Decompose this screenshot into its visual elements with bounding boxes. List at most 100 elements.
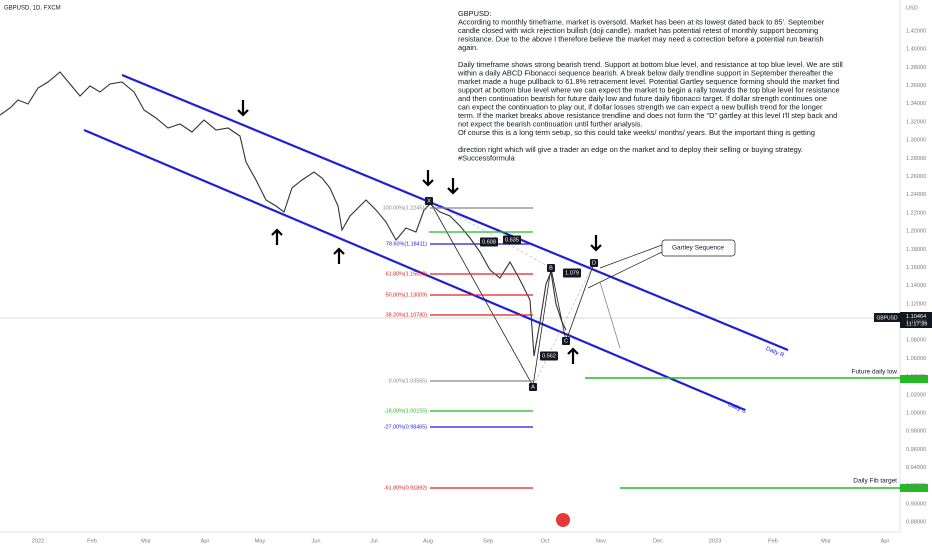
annotation-line: again.	[458, 43, 478, 52]
price-tick-label: 0.92000	[906, 483, 926, 489]
annotation-line: market made a huge pullback to 61.8% ret…	[458, 77, 839, 86]
annotation-line: Of course this is a long term setup, so …	[458, 128, 815, 137]
price-countdown: 11:17:39	[906, 321, 927, 327]
fib-label: 100.00%(1.22451)	[383, 205, 428, 211]
price-tick-label: 0.90000	[906, 501, 926, 507]
time-tick-label: 2023	[709, 538, 721, 544]
ratio-label: 1.079	[565, 270, 579, 276]
target-badge	[900, 375, 928, 383]
arrow-up	[271, 228, 283, 245]
fib-label: 61.80%(1.15038)	[386, 271, 428, 277]
price-tick-label: 1.36000	[906, 83, 926, 89]
price-tick-label: 1.40000	[906, 47, 926, 53]
ratio-badge	[503, 235, 521, 245]
time-tick-label: Feb	[768, 538, 778, 544]
time-tick-label: Feb	[87, 538, 97, 544]
annotation-line: term. If the market breaks above resista…	[458, 111, 837, 120]
annotation-line: within a daily ABCD Fibonacci sequence b…	[457, 68, 833, 77]
fib-label: 78.60%(1.18411)	[386, 241, 427, 247]
fib-label: 38.20%(1.10780)	[386, 312, 428, 318]
pattern-badge	[590, 259, 598, 267]
price-tick-label: 1.22000	[906, 210, 926, 216]
price-tick-label: 1.10000	[906, 320, 926, 326]
time-tick-label: May	[255, 538, 266, 544]
price-tick-label: 1.16000	[906, 265, 926, 271]
currency-label: USD	[906, 5, 918, 11]
pattern-point: D	[592, 260, 596, 266]
price-tick-label: 1.00000	[906, 410, 926, 416]
price-badge	[900, 312, 932, 328]
annotation-line: not expect the bearish continuation unti…	[458, 119, 642, 128]
price-tick-label: 1.06000	[906, 356, 926, 362]
pattern-badge	[425, 197, 433, 205]
callout-line	[599, 244, 663, 269]
pattern-point: C	[564, 338, 568, 344]
price-tick-label: 1.38000	[906, 65, 926, 71]
price-tick-label: 1.18000	[906, 247, 926, 253]
price-tick-label: 1.04000	[906, 374, 926, 380]
pattern-diagonal	[532, 262, 595, 387]
annotation-line: direction right which will give a trader…	[458, 145, 803, 154]
annotation-line: resistance. Due to the above I therefore…	[458, 34, 824, 43]
price-tick-label: 1.30000	[906, 138, 926, 144]
time-tick-label: Jul	[370, 538, 377, 544]
channel-label: Daily S	[727, 402, 747, 415]
time-tick-label: Sep	[483, 538, 493, 544]
target-label: Daily Fib target	[853, 478, 897, 485]
time-tick-label: Aug	[423, 538, 433, 544]
annotation-line: According to monthly timeframe, market i…	[458, 17, 825, 26]
arrow-down	[590, 235, 602, 252]
arrow-down	[447, 178, 459, 195]
callout-label: Gartley Sequence	[672, 245, 724, 252]
annotation-line: and then continuation bearish for future…	[458, 94, 827, 103]
ratio-label: 0.562	[542, 353, 556, 359]
time-tick-label: Jun	[311, 538, 320, 544]
annotation-line: #Successformula	[458, 153, 516, 162]
pattern-point: X	[427, 198, 431, 204]
arrow-down	[237, 100, 249, 117]
pattern-diagonal	[428, 199, 552, 269]
fib-label: -61.80%(0.91892)	[384, 485, 427, 491]
price-tick-label: 1.42000	[906, 28, 926, 34]
channel-support	[83, 128, 746, 412]
fib-label: -18.00%(1.00155)	[384, 408, 427, 414]
xabcd-pattern	[428, 199, 595, 388]
fib-label: 50.00%(1.13009)	[386, 292, 428, 298]
time-tick-label: Oct	[541, 538, 550, 544]
time-tick-label: Mar	[821, 538, 831, 544]
price-tick-label: 1.24000	[906, 192, 926, 198]
time-tick-label: 2022	[32, 538, 44, 544]
price-tick-label: 0.98000	[906, 429, 926, 435]
time-tick-label: Nov	[596, 538, 606, 544]
symbol-header: GBPUSD, 1D, FXCM	[4, 6, 61, 12]
pattern-point: A	[531, 384, 535, 390]
pattern-badge	[547, 264, 555, 272]
ratio-badge	[540, 351, 558, 361]
annotation-line: Daily timeframe shows strong bearish tre…	[458, 60, 843, 69]
time-tick-label: Apr	[881, 538, 890, 544]
arrow-up	[567, 347, 579, 364]
price-tick-label: 0.96000	[906, 447, 926, 453]
annotation-line: candle closed with wick rejection bullis…	[458, 26, 818, 35]
price-tick-label: 1.08000	[906, 338, 926, 344]
time-tick-label: Dec	[653, 538, 663, 544]
price-tick-label: 0.94000	[906, 465, 926, 471]
time-tick-label: Mar	[141, 538, 151, 544]
annotation-line: support at bottom blue level where we ca…	[458, 85, 840, 94]
price-tick-label: 1.34000	[906, 101, 926, 107]
price-tick-label: 1.28000	[906, 156, 926, 162]
ratio-label: 0.608	[482, 239, 496, 245]
price-tick-label: 0.88000	[906, 520, 926, 526]
pattern-badge	[529, 383, 537, 391]
price-tick-label: 1.12000	[906, 301, 926, 307]
annotation-line: can expect the continuation to play out,…	[458, 102, 823, 111]
price-tick-label: 1.14000	[906, 283, 926, 289]
fib-label: 0.00%(1.03565)	[389, 378, 428, 384]
projection	[599, 281, 621, 349]
target-badge	[900, 484, 928, 492]
logo	[556, 513, 570, 527]
price-tick-label: 1.32000	[906, 119, 926, 125]
price-badge	[874, 313, 900, 322]
